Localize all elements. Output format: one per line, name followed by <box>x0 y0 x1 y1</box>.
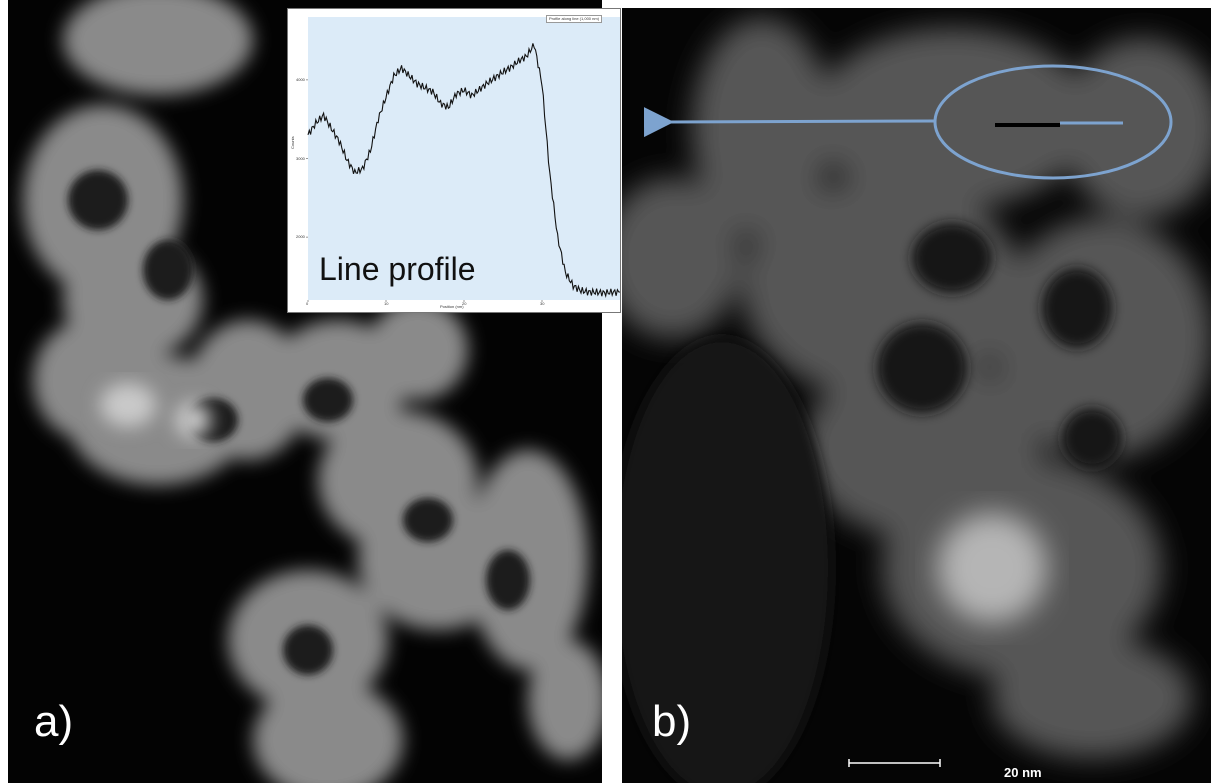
y-axis-label: Counts <box>290 136 295 149</box>
y-tick-label: 4000 <box>296 76 305 82</box>
x-tick-label: 0 <box>306 301 309 306</box>
y-tick-label: 2000 <box>296 234 305 240</box>
scale-bar-label: 20 nm <box>1004 765 1042 780</box>
panel-a-label: a) <box>34 697 74 746</box>
line-profile-inset: Profile along line (1,000 nm) Line profi… <box>287 8 621 313</box>
line-profile-chart <box>306 17 620 302</box>
x-axis-label: Position (nm) <box>440 304 464 309</box>
plot-area <box>308 17 620 300</box>
micrograph-panel-b: b) 20 nm <box>622 8 1211 783</box>
x-tick-label: 30 <box>540 301 545 306</box>
inset-title: Line profile <box>319 251 476 287</box>
x-tick-label: 10 <box>384 301 389 306</box>
line-profile-series <box>307 43 620 299</box>
x-tick-label: 20 <box>462 301 467 306</box>
panel-b-label: b) <box>652 697 692 746</box>
y-tick-label: 3000 <box>296 155 305 161</box>
micrograph-b-image <box>622 8 1211 783</box>
scale-bar <box>848 759 941 767</box>
chart-legend: Profile along line (1,000 nm) <box>546 15 603 23</box>
